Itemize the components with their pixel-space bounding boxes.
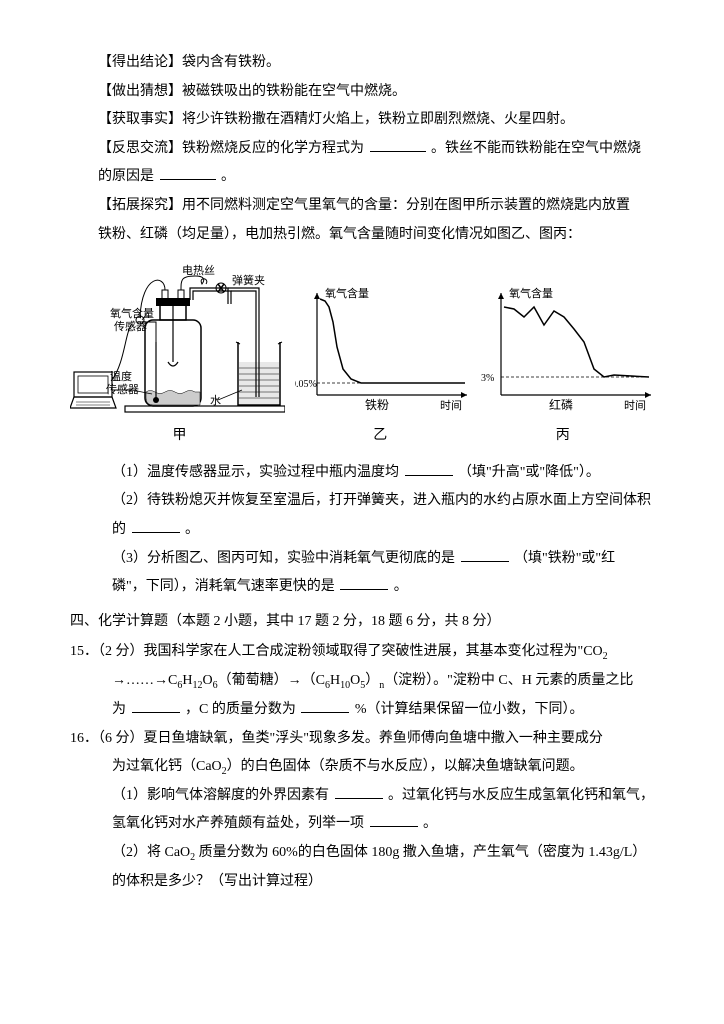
text: 。 [423, 816, 437, 831]
curve [504, 307, 649, 377]
text: 。 [394, 579, 408, 594]
text: H [330, 673, 340, 688]
caption-jia: 甲 [70, 423, 289, 450]
text: （葡萄糖）→（C [218, 673, 325, 688]
section-4-heading: 四、化学计算题（本题 2 小题，其中 17 题 2 分，18 题 6 分，共 8… [70, 609, 654, 636]
label-temp-sensor: 温度 [110, 369, 132, 383]
reflection-line-2: 的原因是 。 [70, 164, 654, 191]
q16-line3: （1）影响气体溶解度的外界因素有 。过氧化钙与水反应生成氢氧化钙和氧气， [70, 783, 654, 810]
y-axis-label: 氧气含量 [509, 287, 553, 300]
text: 为过氧化钙（CaO [112, 759, 222, 774]
q16-line5: （2）将 CaO2 质量分数为 60%的白色固体 180g 撒入鱼塘，产生氧气（… [70, 840, 654, 867]
fill-blank[interactable] [335, 784, 383, 799]
text: （填"铁粉"或"红 [514, 551, 615, 566]
text: O [202, 673, 212, 688]
text: 磷"，下同），消耗氧气速率更快的是 [112, 579, 335, 594]
text: 质量分数为 60%的白色固体 180g 撒入鱼塘，产生氧气（密度为 1.43g/… [195, 845, 646, 860]
q15-line3: 为 ，C 的质量分数为 %（计算结果保留一位小数，下同）。 [70, 697, 654, 724]
reflection-line-1: 【反思交流】铁粉燃烧反应的化学方程式为 。铁丝不能而铁粉能在空气中燃烧 [70, 136, 654, 163]
question-2b: 的 。 [70, 517, 654, 544]
chart-yi: 氧气含量 0.05% 铁粉 时间 [295, 287, 470, 417]
legend: 铁粉 [365, 398, 389, 412]
text: （3）分析图乙、图丙可知，实验中消耗氧气更彻底的是 [112, 551, 455, 566]
question-1: （1）温度传感器显示，实验过程中瓶内温度均 （填"升高"或"降低"）。 [70, 460, 654, 487]
caption-bing: 丙 [472, 423, 655, 450]
apparatus-diagram-jia: 氧气含量 传感器 电热丝 弹簧夹 温度 传感器 水 [70, 262, 285, 417]
question-3b: 磷"，下同），消耗氧气速率更快的是 。 [70, 574, 654, 601]
text: 【反思交流】铁粉燃烧反应的化学方程式为 [98, 141, 364, 156]
svg-text:传感器: 传感器 [114, 320, 147, 333]
text: 的 [112, 522, 126, 537]
diagram-row: 氧气含量 传感器 电热丝 弹簧夹 温度 传感器 水 氧气含量 0.05% 铁粉 … [70, 262, 654, 417]
fill-blank[interactable] [370, 137, 426, 152]
fill-blank[interactable] [461, 547, 509, 562]
text: （填"升高"或"降低"）。 [458, 465, 600, 480]
caption-row: 甲 乙 丙 [70, 423, 654, 450]
text: H [182, 673, 192, 688]
q16-line2: 为过氧化钙（CaO2）的白色固体（杂质不与水反应），以解决鱼塘缺氧问题。 [70, 754, 654, 781]
text: （淀粉）。"淀粉中 C、H 元素的质量之比 [384, 673, 633, 688]
text: （1）影响气体溶解度的外界因素有 [112, 788, 329, 803]
fill-blank[interactable] [370, 812, 418, 827]
label-clamp: 弹簧夹 [232, 273, 265, 287]
y-axis-label: 氧气含量 [325, 287, 369, 300]
question-2a: （2）待铁粉熄灭并恢复至室温后，打开弹簧夹，进入瓶内的水约占原水面上方空间体积 [70, 488, 654, 515]
curve [320, 299, 465, 383]
q16-line4: 氢氧化钙对水产养殖颇有益处，列举一项 。 [70, 811, 654, 838]
conclusion-line: 【得出结论】袋内含有铁粉。 [70, 50, 654, 77]
q16-line1: 16．（6 分）夏日鱼塘缺氧，鱼类"浮头"现象多发。养鱼师傅向鱼塘中撒入一种主要… [70, 726, 654, 753]
text: （1）温度传感器显示，实验过程中瓶内温度均 [112, 465, 399, 480]
fill-blank[interactable] [301, 698, 349, 713]
text: →……→C [112, 673, 177, 688]
extension-line-2: 铁粉、红磷（均足量），电加热引燃。氧气含量随时间变化情况如图乙、图丙： [70, 222, 654, 249]
text: （2）将 CaO [112, 845, 190, 860]
fill-blank[interactable] [132, 518, 180, 533]
text: 。 [185, 522, 199, 537]
text: 。铁丝不能而铁粉能在空气中燃烧 [431, 141, 641, 156]
text: 氢氧化钙对水产养殖颇有益处，列举一项 [112, 816, 364, 831]
y-mark: 0.05% [295, 379, 317, 390]
text: 的原因是 [98, 169, 154, 184]
q16-line6: 的体积是多少？（写出计算过程） [70, 869, 654, 896]
text: ）的白色固体（杂质不与水反应），以解决鱼塘缺氧问题。 [227, 759, 584, 774]
caption-yi: 乙 [289, 423, 472, 450]
x-axis-label: 时间 [624, 399, 646, 412]
label-water: 水 [210, 394, 221, 407]
fill-blank[interactable] [132, 698, 180, 713]
legend: 红磷 [549, 397, 573, 412]
y-mark: 3% [481, 373, 494, 384]
text: 15．（2 分）我国科学家在人工合成淀粉领域取得了突破性进展，其基本变化过程为"… [70, 644, 603, 659]
chart-bing: 氧气含量 3% 红磷 时间 [479, 287, 654, 417]
text: O [350, 673, 360, 688]
fill-blank[interactable] [340, 575, 388, 590]
extension-line-1: 【拓展探究】用不同燃料测定空气里氧气的含量：分别在图甲所示装置的燃烧匙内放置 [70, 193, 654, 220]
text: 。过氧化钙与水反应生成氢氧化钙和氧气， [388, 788, 654, 803]
x-axis-label: 时间 [440, 399, 462, 412]
sub: 2 [603, 651, 608, 662]
q15-line2: →……→C6H12O6（葡萄糖）→（C6H10O5）n（淀粉）。"淀粉中 C、H… [70, 668, 654, 695]
fact-line: 【获取事实】将少许铁粉撒在酒精灯火焰上，铁粉立即剧烈燃烧、火星四射。 [70, 107, 654, 134]
fill-blank[interactable] [405, 461, 453, 476]
svg-text:传感器: 传感器 [106, 383, 139, 396]
text: 。 [221, 169, 235, 184]
q15-line1: 15．（2 分）我国科学家在人工合成淀粉领域取得了突破性进展，其基本变化过程为"… [70, 639, 654, 666]
text: ，C 的质量分数为 [185, 702, 296, 717]
fill-blank[interactable] [160, 165, 216, 180]
question-3a: （3）分析图乙、图丙可知，实验中消耗氧气更彻底的是 （填"铁粉"或"红 [70, 546, 654, 573]
label-heater: 电热丝 [182, 264, 215, 277]
text: ） [365, 673, 379, 688]
text: %（计算结果保留一位小数，下同）。 [355, 702, 584, 717]
text: 为 [112, 702, 126, 717]
hypothesis-line: 【做出猜想】被磁铁吸出的铁粉能在空气中燃烧。 [70, 79, 654, 106]
